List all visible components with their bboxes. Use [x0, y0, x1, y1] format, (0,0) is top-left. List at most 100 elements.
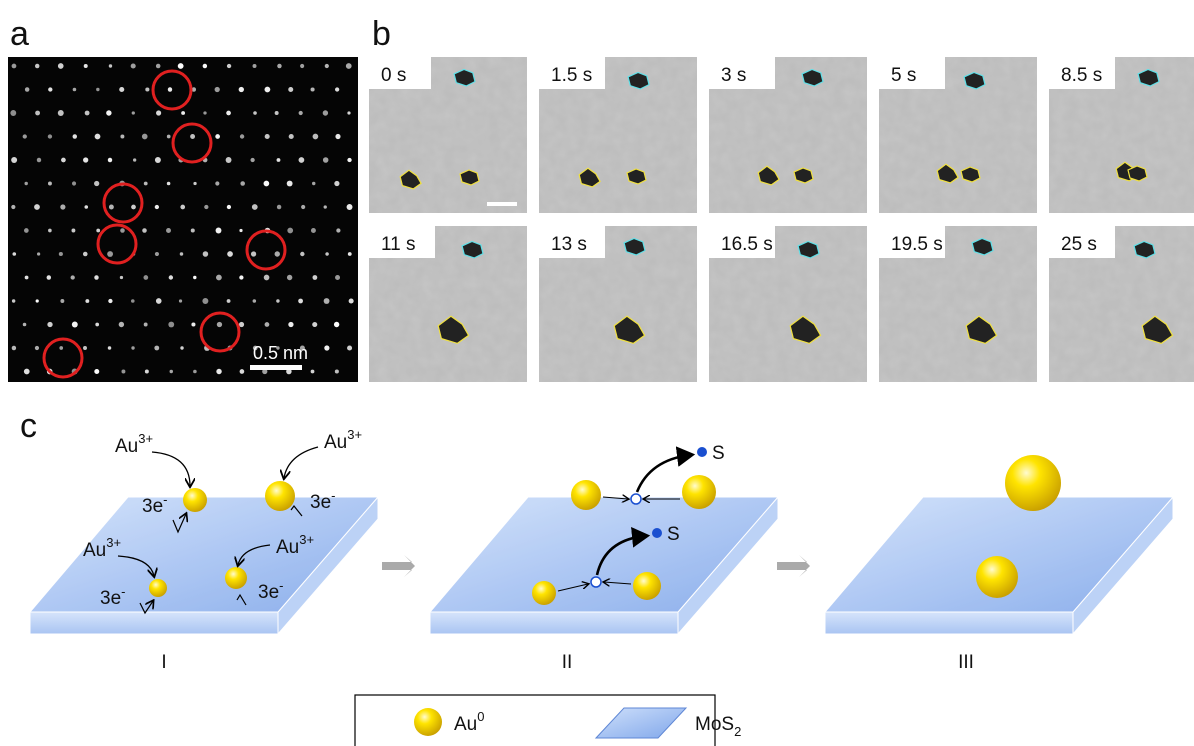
atom: [61, 158, 66, 163]
atom: [72, 322, 78, 328]
atom: [24, 228, 29, 233]
panel-label: c: [20, 407, 37, 445]
atom: [120, 135, 124, 139]
charge: 3+: [138, 431, 153, 446]
atom: [239, 87, 244, 92]
atom: [180, 252, 183, 255]
atom: [166, 228, 171, 233]
atom: [12, 64, 17, 69]
panel-label: b: [372, 15, 391, 53]
atom: [240, 134, 244, 138]
atom: [311, 228, 316, 233]
atom: [73, 134, 77, 138]
atom: [226, 111, 231, 116]
atom: [106, 110, 111, 115]
atom: [12, 346, 16, 350]
atom: [83, 346, 87, 350]
frame-label: 19.5 s: [891, 234, 943, 255]
atom: [48, 134, 52, 138]
atom: [131, 346, 134, 349]
atom: [312, 182, 315, 185]
panel-label: a: [10, 15, 29, 53]
atom: [59, 252, 63, 256]
atom: [156, 64, 161, 69]
atom: [324, 298, 330, 304]
atom: [287, 181, 293, 187]
atom: [143, 275, 148, 280]
atom: [193, 182, 196, 185]
atom: [34, 204, 40, 210]
atom: [48, 182, 52, 186]
atom: [324, 345, 329, 350]
atom: [131, 205, 136, 210]
atom: [37, 252, 40, 255]
atom: [323, 110, 328, 115]
atom: [10, 110, 16, 116]
cluster-outline: [627, 169, 646, 184]
charge: 3+: [106, 535, 121, 550]
process-arrow: [777, 555, 810, 577]
atom: [24, 369, 30, 375]
atom: [277, 158, 281, 162]
atom: [265, 87, 271, 93]
atom: [73, 88, 77, 92]
atom: [275, 111, 279, 115]
atom: [155, 205, 159, 209]
atom: [239, 229, 242, 232]
stage-label: II: [562, 652, 573, 673]
frame-label: 25 s: [1061, 234, 1097, 255]
atom: [324, 205, 327, 208]
atom: [193, 276, 196, 279]
frame: 11 s: [369, 226, 527, 382]
atom: [277, 64, 281, 68]
atom: [180, 205, 185, 210]
atom: [23, 134, 27, 138]
atom: [251, 251, 256, 256]
atom: [178, 63, 184, 69]
atom: [335, 369, 339, 373]
atom: [253, 299, 257, 303]
atom: [325, 64, 329, 68]
frame-label: 11 s: [381, 234, 416, 255]
process-arrow: [382, 555, 415, 577]
frame-label: 0 s: [381, 65, 406, 86]
atom: [179, 299, 182, 302]
atom: [96, 88, 99, 91]
atom: [191, 228, 195, 232]
ion: Au: [324, 432, 347, 453]
stage-three: [825, 455, 1173, 634]
atom: [145, 87, 149, 91]
cluster-outline: [964, 73, 985, 90]
atom: [191, 322, 195, 326]
frame: 19.5 s: [879, 226, 1037, 382]
atom: [109, 64, 112, 67]
atom: [193, 370, 197, 374]
atom: [216, 275, 222, 281]
frame-label: 5 s: [891, 65, 916, 86]
atom: [156, 110, 161, 115]
atom: [253, 64, 257, 68]
atom: [108, 346, 111, 349]
scale-label: 0.5 nm: [253, 343, 308, 363]
frame-label: 13 s: [551, 234, 587, 255]
atom: [349, 298, 354, 303]
atom: [250, 158, 254, 162]
atom: [276, 299, 279, 302]
atom: [47, 275, 51, 279]
atom: [288, 87, 293, 92]
atom: [203, 251, 208, 256]
atom: [107, 251, 113, 257]
atom: [240, 369, 245, 374]
atom: [227, 299, 231, 303]
atom: [58, 110, 64, 116]
atom: [154, 346, 159, 351]
stage-one: Au3+ Au3+ Au3+ Au3+ 3e- 3e- 3e- 3e-: [30, 427, 378, 634]
atom: [48, 87, 52, 91]
atom: [24, 182, 27, 185]
atom: [12, 299, 15, 302]
atom: [155, 157, 161, 163]
atom: [108, 158, 112, 162]
atom: [85, 299, 89, 303]
atom: [83, 157, 88, 162]
ion: Au: [83, 540, 106, 561]
